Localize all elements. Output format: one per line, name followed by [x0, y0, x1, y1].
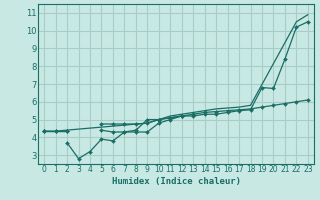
X-axis label: Humidex (Indice chaleur): Humidex (Indice chaleur)	[111, 177, 241, 186]
